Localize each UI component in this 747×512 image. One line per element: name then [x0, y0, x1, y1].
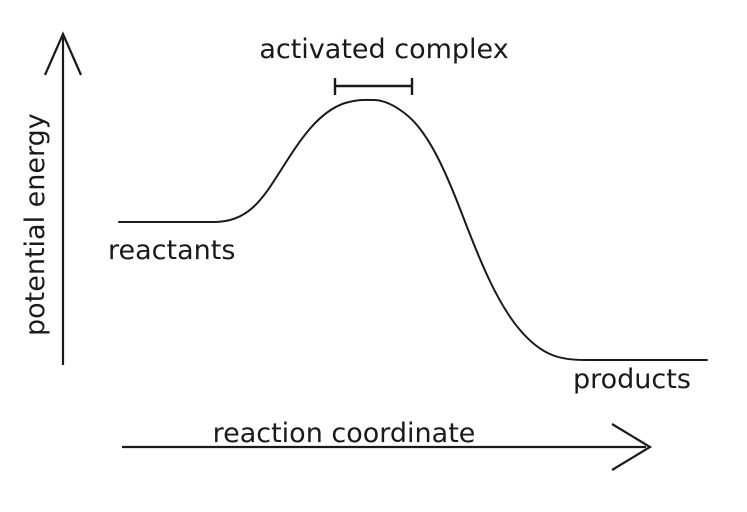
- activated-complex-label: activated complex: [259, 34, 508, 65]
- products-label: products: [573, 364, 691, 395]
- potential-energy-curve: [118, 98, 708, 361]
- y-axis-arrowhead-icon: [43, 31, 83, 76]
- y-axis-label: potential energy: [20, 113, 51, 336]
- x-axis-group: [122, 423, 653, 471]
- x-axis-arrowhead-icon: [611, 423, 653, 471]
- y-axis-group: [43, 31, 83, 365]
- activated-complex-bracket: [333, 78, 414, 95]
- reactants-label: reactants: [108, 235, 235, 266]
- x-axis-label: reaction coordinate: [213, 418, 476, 449]
